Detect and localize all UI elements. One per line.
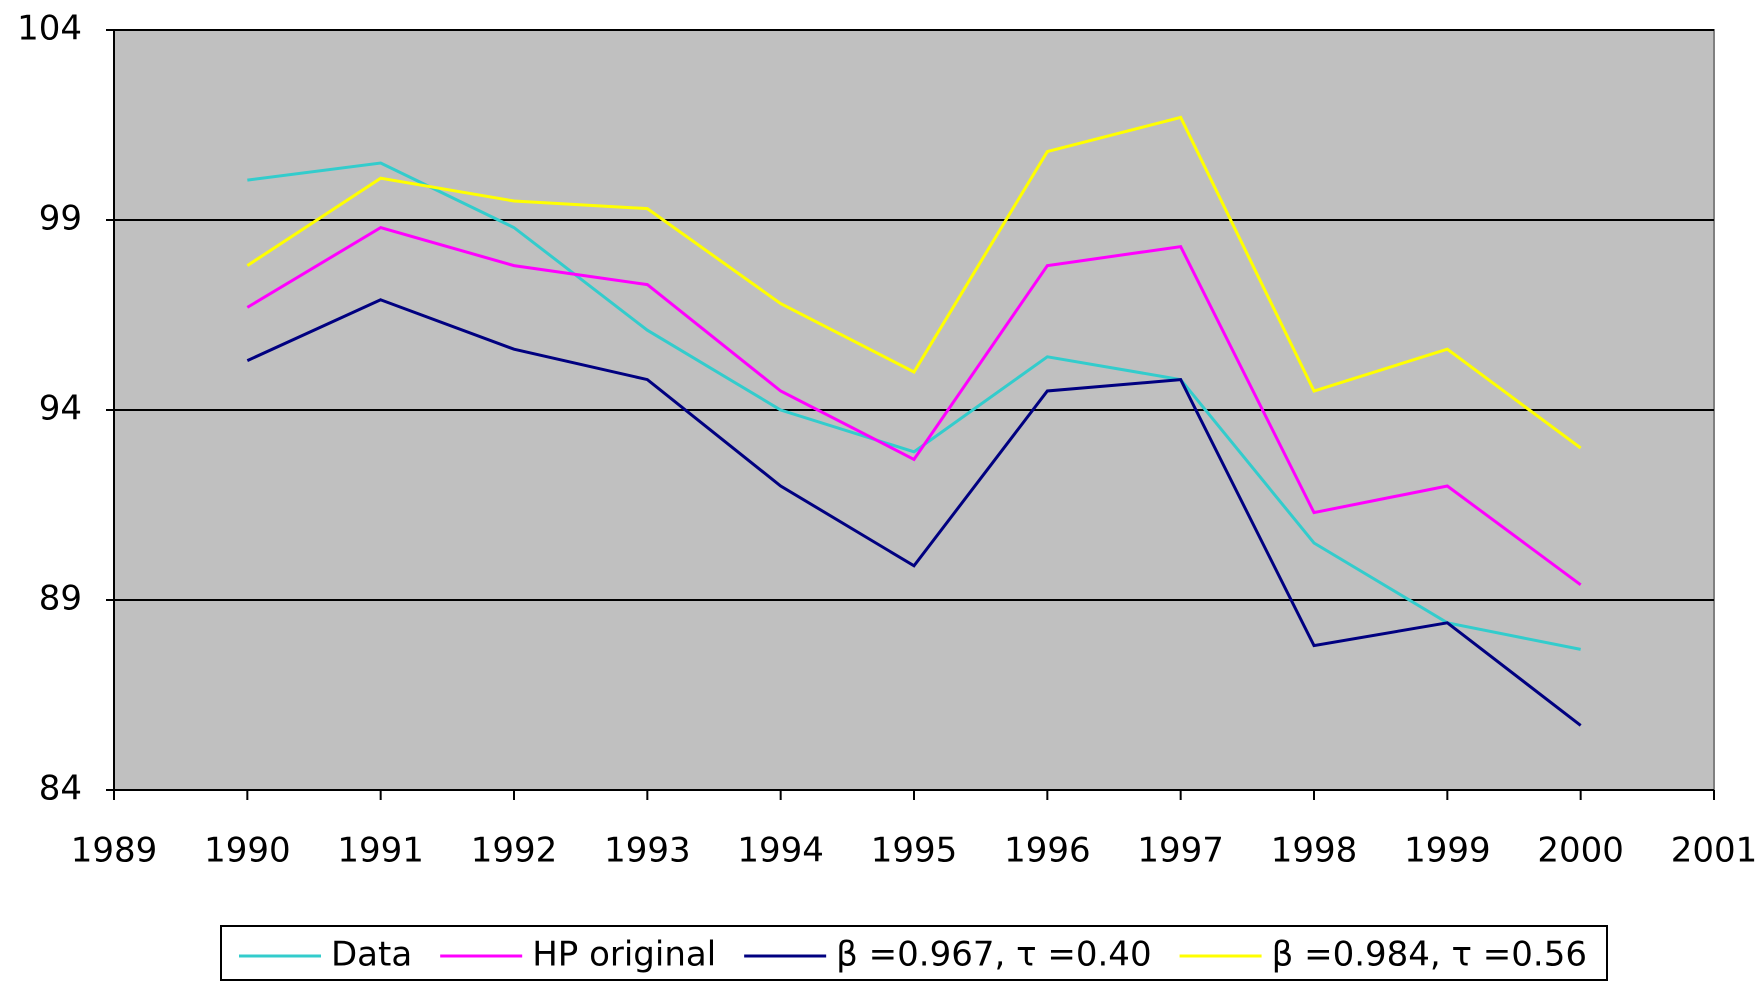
- x-tick-label: 1990: [204, 831, 291, 871]
- series-line: [247, 161, 1581, 651]
- x-tick-label: 1994: [737, 831, 824, 871]
- series-line: [246, 225, 1582, 587]
- y-tick-label: 84: [39, 769, 82, 809]
- legend-label: β =0.984, τ =0.56: [1272, 935, 1587, 975]
- x-tick-label: 1995: [871, 831, 958, 871]
- x-tick-label: 1993: [604, 831, 691, 871]
- x-tick-label: 1997: [1137, 831, 1224, 871]
- series-line: [246, 298, 1582, 727]
- x-tick-label: 2001: [1671, 831, 1755, 871]
- x-tick-label: 1989: [71, 831, 158, 871]
- y-tick-label: 99: [39, 199, 82, 239]
- x-tick-label: 1991: [337, 831, 424, 871]
- y-tick-label: 89: [39, 579, 82, 619]
- legend-label: HP original: [532, 935, 716, 975]
- legend-box: [220, 925, 1608, 981]
- x-tick-label: 1999: [1404, 831, 1491, 871]
- x-tick-label: 2000: [1537, 831, 1624, 871]
- y-tick-label: 104: [17, 9, 82, 49]
- x-tick-label: 1996: [1004, 831, 1091, 871]
- y-tick-label: 94: [39, 389, 82, 429]
- x-tick-label: 1998: [1271, 831, 1358, 871]
- legend-label: Data: [331, 935, 412, 975]
- legend: Data HP original β =0.967, τ =0.40 β =0.984…: [220, 925, 1608, 981]
- legend-label: β =0.967, τ =0.40: [836, 935, 1151, 975]
- x-tick-label: 1992: [471, 831, 558, 871]
- series-line: [246, 115, 1582, 450]
